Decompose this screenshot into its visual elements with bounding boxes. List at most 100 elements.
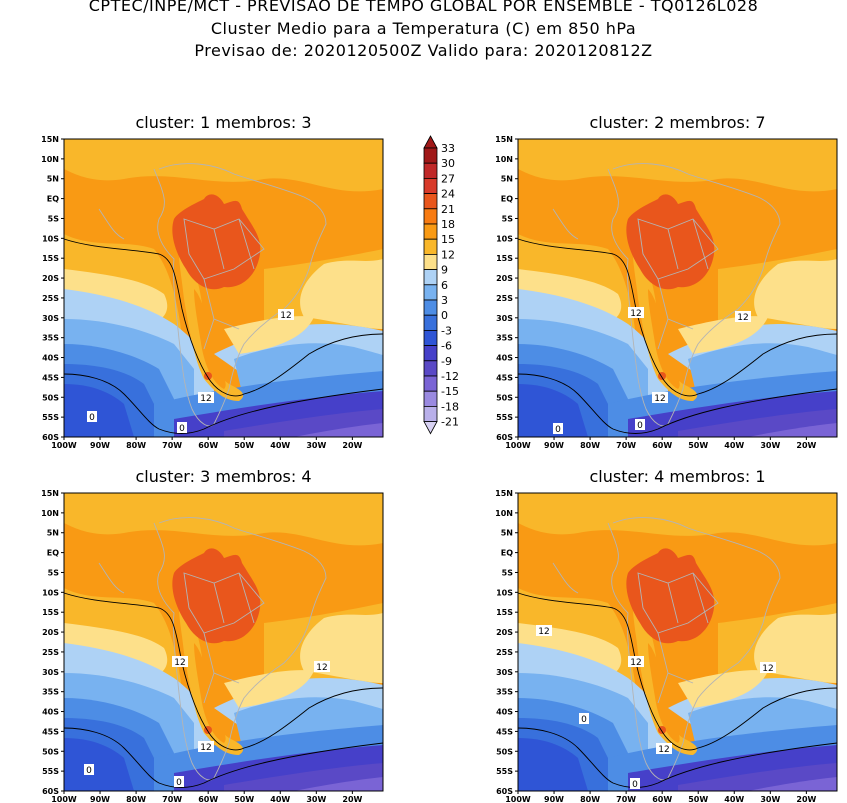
- colorbar-swatch: [423, 223, 438, 240]
- panel-4-frame: [517, 492, 838, 792]
- lon-tick-label: 50W: [234, 795, 254, 803]
- lat-tick-label: 35S: [42, 688, 59, 697]
- lat-tick-label: 45S: [496, 727, 513, 736]
- contour-label: 0: [174, 776, 184, 788]
- lat-tick-label: 5N: [47, 175, 59, 184]
- lon-tick-label: 80W: [126, 795, 146, 803]
- lat-tick-label: 20S: [42, 274, 59, 283]
- lon-tick-label: 90W: [544, 795, 564, 803]
- lat-tick-label: EQ: [47, 195, 59, 204]
- lat-tick-label: 20S: [496, 628, 513, 637]
- lat-tick-label: 10N: [41, 155, 59, 164]
- colorbar-label: 24: [441, 188, 455, 201]
- svg-text:12: 12: [316, 663, 327, 673]
- panel-2-title: cluster: 2 membros: 7: [589, 113, 766, 132]
- svg-text:0: 0: [89, 413, 95, 423]
- lon-tick-label: 80W: [580, 441, 600, 450]
- contour-label: 12: [735, 311, 751, 323]
- lon-tick-label: 40W: [724, 795, 744, 803]
- lon-tick-label: 30W: [306, 441, 326, 450]
- colorbar-label: -3: [441, 324, 452, 337]
- colorbar-swatch: [423, 329, 438, 346]
- lon-tick-label: 100W: [51, 795, 77, 803]
- panel-2-map: 15N 10N 5N EQ 5S 10S 15S 20S 25S 30S 35S 40S 45S 50S 5…: [495, 135, 838, 450]
- lat-tick-label: 5N: [501, 529, 513, 538]
- lat-tick-label: 10N: [495, 155, 513, 164]
- lon-tick-label: 70W: [616, 441, 636, 450]
- lat-tick-label: 10N: [495, 509, 513, 518]
- panel-4-map: 15N 10N 5N EQ 5S 10S 15S 20S 25S 30S 35S 40S 45S 50S 5…: [495, 489, 838, 803]
- lat-tick-label: 10S: [42, 588, 59, 597]
- colorbar-swatch: [423, 253, 438, 270]
- lat-tick-label: 30S: [42, 314, 59, 323]
- svg-text:12: 12: [630, 309, 641, 319]
- lat-tick-label: 20S: [42, 628, 59, 637]
- lat-tick-label: 60S: [42, 433, 59, 442]
- colorbar-label: -21: [441, 416, 459, 429]
- lat-tick-label: 15N: [41, 135, 59, 144]
- lat-tick-label: 5S: [48, 568, 60, 577]
- panel-1-frame: [63, 138, 384, 438]
- contour-label: 12: [656, 743, 672, 755]
- lat-tick-label: 25S: [42, 648, 59, 657]
- contour-label: 12: [760, 662, 776, 674]
- lat-tick-label: 15N: [41, 489, 59, 498]
- lon-tick-label: 50W: [234, 441, 254, 450]
- lat-tick-label: 30S: [42, 668, 59, 677]
- lat-tick-label: 10S: [42, 234, 59, 243]
- colorbar-top-arrow: [423, 135, 438, 149]
- panel-3-frame: [63, 492, 384, 792]
- colorbar-swatch: [423, 269, 438, 286]
- svg-text:0: 0: [86, 766, 92, 776]
- lat-tick-label: EQ: [501, 195, 513, 204]
- lat-tick-label: 40S: [496, 354, 513, 363]
- lon-tick-label: 40W: [270, 441, 290, 450]
- lat-tick-label: 30S: [496, 314, 513, 323]
- lon-tick-label: 20W: [342, 795, 362, 803]
- lat-tick-label: 45S: [42, 373, 59, 382]
- colorbar-label: 9: [441, 264, 448, 277]
- svg-text:0: 0: [176, 778, 182, 788]
- colorbar-label: -15: [441, 385, 459, 398]
- lat-tick-label: 10N: [41, 509, 59, 518]
- colorbar-label: 30: [441, 157, 455, 170]
- colorbar-bottom-arrow: [423, 421, 438, 435]
- lon-tick-label: 100W: [505, 795, 531, 803]
- lon-tick-label: 100W: [505, 441, 531, 450]
- colorbar-swatch: [423, 177, 438, 194]
- lat-tick-label: 15S: [496, 608, 513, 617]
- panel-3-map: 15N 10N 5N EQ 5S 10S 15S 20S 25S 30S 35S 40S 45S 50S 5…: [41, 489, 384, 803]
- lat-tick-label: 50S: [42, 393, 59, 402]
- lon-tick-label: 50W: [688, 441, 708, 450]
- svg-text:12: 12: [737, 313, 748, 323]
- colorbar-swatch: [423, 147, 438, 164]
- colorbar-label: 3: [441, 294, 448, 307]
- lon-tick-label: 20W: [796, 441, 816, 450]
- lat-tick-label: 50S: [496, 747, 513, 756]
- lat-tick-label: 40S: [496, 708, 513, 717]
- lat-tick-label: 55S: [496, 767, 513, 776]
- lat-tick-label: 5S: [48, 214, 60, 223]
- colorbar-swatch: [423, 238, 438, 255]
- colorbar-swatch: [423, 390, 438, 407]
- contour-label: 12: [652, 392, 668, 404]
- lat-tick-label: 55S: [42, 413, 59, 422]
- colorbar-label: 18: [441, 218, 455, 231]
- lon-tick-label: 100W: [51, 441, 77, 450]
- contour-label: 12: [198, 392, 214, 404]
- lat-tick-label: 10S: [496, 234, 513, 243]
- lon-tick-label: 70W: [162, 795, 182, 803]
- contour-label: 0: [635, 419, 645, 431]
- svg-text:0: 0: [632, 780, 638, 790]
- lon-tick-label: 80W: [580, 795, 600, 803]
- lat-tick-label: EQ: [501, 549, 513, 558]
- contour-label: 0: [553, 423, 563, 435]
- lat-tick-label: 45S: [42, 727, 59, 736]
- lat-tick-label: 25S: [42, 294, 59, 303]
- panel-1-map: 15N 10N 5N EQ 5S 10S 15S 20S 25S 30S 35S 40S 45S 50S 5…: [41, 135, 384, 450]
- colorbar-label: 21: [441, 203, 455, 216]
- lat-tick-label: 25S: [496, 294, 513, 303]
- lat-tick-label: 5N: [47, 529, 59, 538]
- contour-label: 12: [628, 656, 644, 668]
